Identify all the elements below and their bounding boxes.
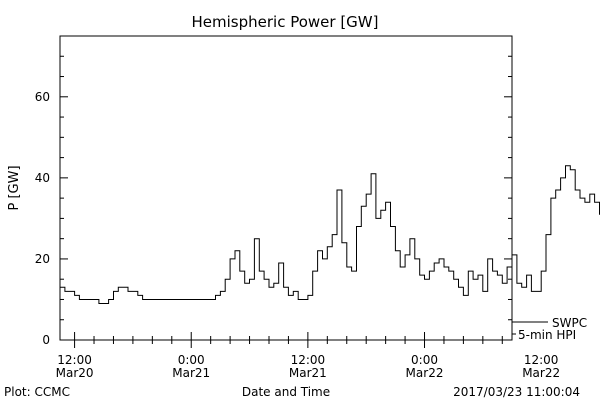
x-tick-date-label: Mar22 bbox=[406, 366, 444, 380]
y-tick-label: 60 bbox=[35, 90, 50, 104]
x-tick-time-label: 12:00 bbox=[57, 353, 92, 367]
legend-hpi-label: 5-min HPI bbox=[518, 328, 576, 342]
x-tick-time-label: 12:00 bbox=[291, 353, 326, 367]
x-tick-time-label: 0:00 bbox=[411, 353, 438, 367]
legend-swpc-label: SWPC bbox=[552, 316, 587, 330]
footer-left: Plot: CCMC bbox=[4, 385, 70, 399]
y-tick-label: 0 bbox=[42, 333, 50, 347]
x-tick-date-label: Mar21 bbox=[172, 366, 210, 380]
footer-right: 2017/03/23 11:00:04 bbox=[453, 385, 580, 399]
x-tick-time-label: 0:00 bbox=[178, 353, 205, 367]
x-axis-label: Date and Time bbox=[242, 385, 330, 399]
x-tick-date-label: Mar20 bbox=[56, 366, 94, 380]
plot-frame bbox=[59, 35, 513, 341]
x-axis-ticks: 12:00Mar200:00Mar2112:00Mar210:00Mar2212… bbox=[56, 332, 560, 380]
y-tick-label: 40 bbox=[35, 171, 50, 185]
y-axis-ticks: 0 20 40 60 bbox=[35, 35, 512, 347]
legend: SWPC 5-min HPI bbox=[512, 316, 587, 342]
x-tick-date-label: Mar22 bbox=[522, 366, 560, 380]
y-tick-label: 20 bbox=[35, 252, 50, 266]
x-tick-time-label: 12:00 bbox=[524, 353, 559, 367]
series-line-swpc bbox=[60, 165, 600, 304]
y-axis-label: P [GW] bbox=[7, 165, 22, 210]
chart-title: Hemispheric Power [GW] bbox=[192, 13, 379, 31]
data-series bbox=[60, 165, 600, 304]
x-tick-date-label: Mar21 bbox=[289, 366, 327, 380]
